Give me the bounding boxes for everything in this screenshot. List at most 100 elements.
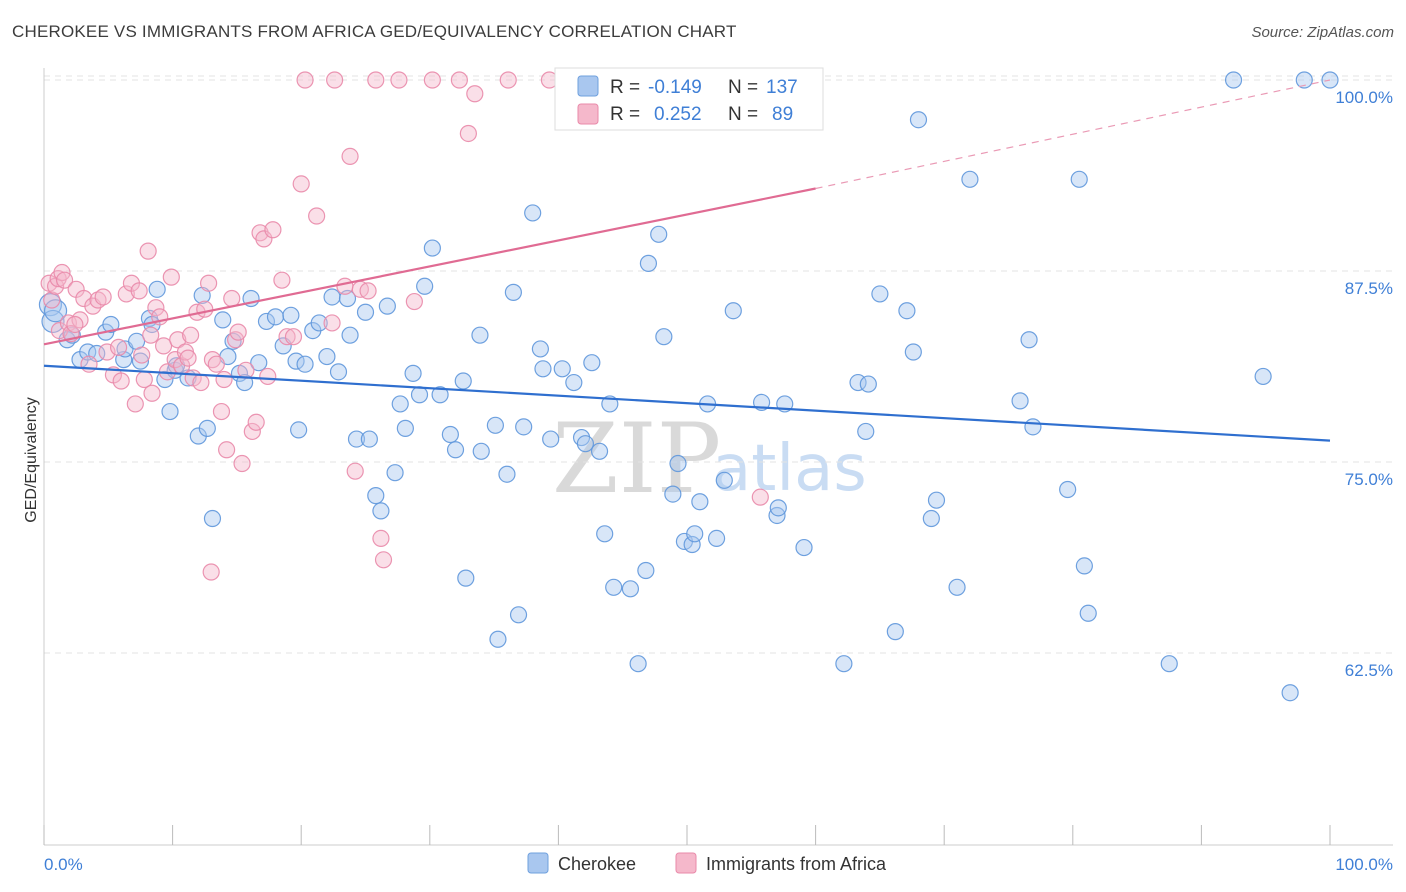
- cherokee-point-99: [715, 471, 733, 489]
- cherokee-point-87: [637, 561, 655, 580]
- cherokee-trend-line: [43, 364, 1331, 442]
- cherokee-point-12: [131, 352, 150, 370]
- cherokee-point-36: [287, 352, 305, 370]
- cherokee-point-31: [250, 354, 268, 372]
- africa-point-74: [372, 529, 390, 548]
- cherokee-point-126: [1160, 655, 1178, 673]
- africa-point-45: [207, 355, 225, 373]
- cherokee-point-71: [515, 418, 533, 436]
- cherokee-point-121: [1024, 418, 1042, 436]
- cherokee-point-79: [576, 435, 595, 453]
- africa-point-48: [218, 441, 236, 459]
- africa-point-38: [182, 326, 200, 344]
- cherokee-point-46: [347, 430, 366, 448]
- cherokee-points: [38, 71, 1339, 702]
- cherokee-point-88: [639, 254, 658, 272]
- cherokee-point-64: [471, 326, 489, 344]
- cherokee-point-113: [904, 343, 922, 361]
- cherokee-point-127: [1254, 367, 1272, 386]
- africa-point-52: [233, 454, 251, 473]
- cherokee-point-105: [795, 538, 813, 557]
- legend-swatch-cherokee: [577, 75, 599, 97]
- cherokee-point-131: [1224, 71, 1243, 89]
- cherokee-point-92: [669, 454, 687, 473]
- cherokee-point-115: [922, 509, 940, 528]
- africa-point-49: [223, 289, 241, 308]
- africa-point-76: [405, 292, 423, 311]
- africa-point-43: [200, 274, 218, 292]
- cherokee-point-111: [886, 623, 904, 641]
- africa-point-27: [143, 384, 161, 402]
- cherokee-point-120: [1020, 331, 1038, 349]
- cherokee-point-62: [454, 372, 472, 390]
- africa-point-55: [247, 413, 265, 431]
- africa-point-15: [94, 288, 112, 306]
- x-tick-label-min: 0.0%: [44, 855, 83, 874]
- cherokee-point-84: [605, 578, 623, 596]
- cherokee-point-119: [1011, 392, 1029, 410]
- africa-point-60: [273, 271, 291, 289]
- cherokee-point-25: [214, 311, 232, 329]
- bottom-legend-swatch-cherokee: [527, 852, 549, 874]
- cherokee-point-43: [329, 363, 348, 381]
- africa-point-79: [459, 124, 477, 143]
- cherokee-point-109: [857, 422, 875, 441]
- series-legend: Cherokee Immigrants from Africa: [527, 852, 887, 874]
- cherokee-point-77: [565, 373, 583, 392]
- africa-points: [40, 71, 769, 581]
- correlation-legend: R = -0.149 N = 137 R = 0.252 N = 89: [554, 67, 824, 131]
- cherokee-point-55: [404, 364, 422, 382]
- africa-point-42: [196, 300, 214, 318]
- legend-r-value-cherokee: -0.149: [648, 77, 702, 98]
- y-tick-label-3: 62.5%: [1345, 661, 1393, 680]
- africa-point-73: [367, 71, 385, 89]
- cherokee-point-8: [102, 315, 120, 334]
- cherokee-point-116: [927, 491, 946, 509]
- cherokee-point-51: [378, 297, 396, 315]
- chart-title: CHEROKEE VS IMMIGRANTS FROM AFRICA GED/E…: [12, 22, 737, 41]
- africa-point-88: [390, 71, 408, 89]
- cherokee-point-45: [341, 326, 359, 344]
- cherokee-point-49: [367, 487, 385, 505]
- cherokee-point-60: [441, 425, 459, 444]
- cherokee-point-67: [489, 630, 507, 648]
- africa-point-86: [751, 488, 769, 506]
- cherokee-point-85: [621, 580, 640, 598]
- cherokee-point-65: [472, 442, 490, 460]
- cherokee-point-47: [356, 303, 375, 321]
- africa-point-62: [284, 328, 303, 346]
- cherokee-point-38: [296, 355, 314, 373]
- cherokee-point-32: [257, 312, 276, 331]
- africa-point-68: [336, 277, 354, 295]
- bottom-legend-swatch-africa: [675, 852, 697, 874]
- cherokee-point-117: [948, 578, 966, 596]
- cherokee-point-124: [1075, 557, 1093, 575]
- africa-point-23: [130, 282, 148, 300]
- cherokee-point-52: [386, 464, 404, 482]
- cherokee-point-58: [423, 239, 441, 257]
- africa-point-28: [147, 299, 165, 317]
- legend-swatch-africa: [577, 103, 599, 125]
- africa-point-37: [179, 349, 197, 367]
- cherokee-point-23: [198, 419, 216, 437]
- africa-point-22: [126, 395, 144, 413]
- legend-n-label-africa: N =: [728, 104, 758, 125]
- cherokee-point-100: [724, 302, 742, 320]
- africa-point-75: [374, 551, 393, 569]
- africa-point-34: [169, 331, 187, 349]
- cherokee-point-59: [431, 386, 449, 404]
- africa-point-51: [229, 323, 247, 341]
- cherokee-point-98: [707, 529, 726, 548]
- africa-point-18: [109, 338, 128, 356]
- cherokee-point-112: [898, 302, 916, 320]
- africa-point-69: [341, 147, 359, 165]
- cherokee-point-56: [410, 386, 429, 404]
- cherokee-point-40: [310, 314, 328, 332]
- africa-point-70: [346, 462, 364, 480]
- legend-n-value-africa: 89: [772, 104, 793, 125]
- cherokee-point-125: [1079, 604, 1097, 622]
- cherokee-point-66: [486, 416, 504, 434]
- legend-r-label-africa: R =: [610, 104, 640, 125]
- y-axis-label: GED/Equivalency: [23, 397, 40, 522]
